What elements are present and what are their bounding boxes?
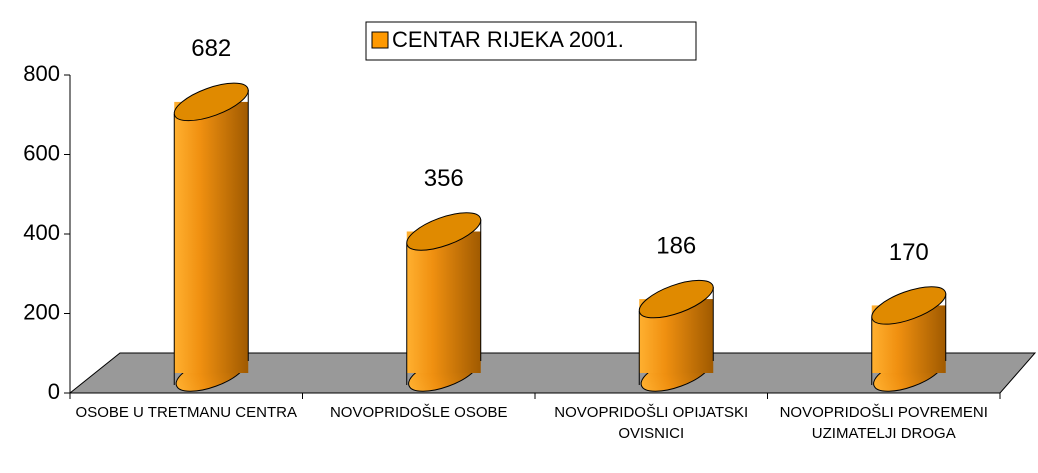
value-label: 356 bbox=[424, 165, 464, 192]
legend-swatch bbox=[371, 31, 389, 49]
y-tick-label: 800 bbox=[23, 61, 60, 86]
x-tick-label: NOVOPRIDOŠLI POVREMENI UZIMATELJI DROGA bbox=[779, 404, 988, 442]
cylinder bbox=[173, 82, 249, 392]
value-label: 170 bbox=[889, 239, 929, 266]
value-label: 186 bbox=[656, 232, 696, 259]
cylinder bbox=[406, 212, 482, 392]
cylinder-top bbox=[638, 279, 714, 319]
legend bbox=[365, 21, 697, 61]
cylinder-body bbox=[174, 101, 249, 373]
cylinder bbox=[871, 286, 947, 392]
value-label: 682 bbox=[191, 35, 231, 62]
legend-label: CENTAR RIJEKA 2001. bbox=[392, 27, 624, 52]
cylinder bbox=[638, 279, 714, 392]
y-tick-label: 400 bbox=[23, 220, 60, 245]
x-tick-label: NOVOPRIDOŠLI OPIJATSKI OVISNICI bbox=[554, 404, 749, 442]
y-tick-label: 0 bbox=[48, 379, 60, 404]
cylinder-top bbox=[406, 212, 482, 251]
cylinder-body bbox=[406, 231, 481, 373]
y-tick-label: 200 bbox=[23, 299, 60, 324]
cylinder-top bbox=[871, 286, 947, 325]
cylinder-top bbox=[173, 82, 249, 122]
x-tick-label: NOVOPRIDOŠLE OSOBE bbox=[329, 404, 508, 421]
x-tick-label: OSOBE U TRETMANU CENTRA bbox=[75, 404, 297, 421]
y-tick-label: 600 bbox=[23, 140, 60, 165]
